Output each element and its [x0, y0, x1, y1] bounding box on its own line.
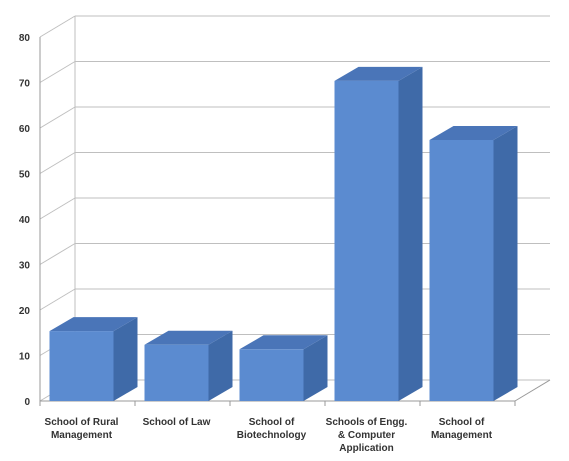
- gridline-diagonal: [39, 15, 76, 38]
- x-category-label-line: Management: [51, 430, 113, 441]
- x-category-label: School of Management: [431, 417, 493, 441]
- x-category-label: Schools of Engg. & Computer Application: [326, 417, 408, 454]
- bar-top-face: [429, 126, 518, 140]
- labels: 0 10 20 30 40 50 60 70 80 School of Rural Manageme…: [19, 33, 493, 454]
- bar-front-face: [144, 344, 209, 401]
- bar: [334, 66, 423, 401]
- bars: [49, 66, 518, 401]
- y-tick-label: 0: [24, 397, 30, 408]
- bar-side-face: [208, 330, 233, 401]
- x-category-label-line: School of: [439, 417, 485, 428]
- bar: [239, 335, 328, 401]
- y-tick-label: 60: [19, 124, 31, 135]
- bar-top-face: [239, 335, 328, 350]
- gridline-diagonal: [39, 197, 76, 220]
- y-tick-label: 30: [19, 261, 31, 272]
- x-category-label-line: Application: [339, 443, 393, 454]
- bar-side-face: [493, 126, 518, 401]
- floor-edge: [514, 379, 551, 402]
- bar-front-face: [49, 331, 114, 401]
- bar-front-face: [429, 140, 494, 401]
- x-category-label-line: School of Law: [143, 417, 211, 428]
- gridline-diagonal: [39, 152, 76, 174]
- x-category-label-line: & Computer: [338, 430, 395, 441]
- gridline-diagonal: [39, 243, 76, 265]
- gridline-diagonal: [39, 61, 76, 83]
- x-category-label: School of Rural Management: [45, 417, 119, 441]
- bar-side-face: [113, 317, 138, 401]
- x-category-label-line: Management: [431, 430, 493, 441]
- gridline-diagonal: [39, 106, 76, 129]
- bar-top-face: [49, 317, 138, 332]
- bar-front-face: [239, 349, 304, 401]
- bar: [49, 317, 138, 401]
- gridline-diagonal: [39, 288, 76, 311]
- y-tick-label: 40: [19, 215, 31, 226]
- x-category-label-line: School of: [249, 417, 295, 428]
- bar-top-face: [144, 330, 233, 345]
- x-category-label: School of Law: [143, 417, 211, 428]
- y-tick-label: 80: [19, 33, 31, 44]
- x-category-label-line: Biotechnology: [237, 430, 307, 441]
- bar: [144, 330, 233, 401]
- x-category-label-line: Schools of Engg.: [326, 417, 408, 428]
- bar-side-face: [398, 66, 423, 401]
- bar: [429, 126, 518, 401]
- x-category-label: School of Biotechnology: [237, 417, 307, 441]
- y-tick-label: 50: [19, 170, 31, 181]
- bar-side-face: [303, 335, 328, 401]
- bar-front-face: [334, 80, 399, 401]
- y-tick-label: 10: [19, 352, 31, 363]
- y-tick-label: 20: [19, 306, 31, 317]
- y-tick-label: 70: [19, 79, 31, 90]
- x-category-label-line: School of Rural: [45, 417, 119, 428]
- bar-top-face: [334, 66, 423, 81]
